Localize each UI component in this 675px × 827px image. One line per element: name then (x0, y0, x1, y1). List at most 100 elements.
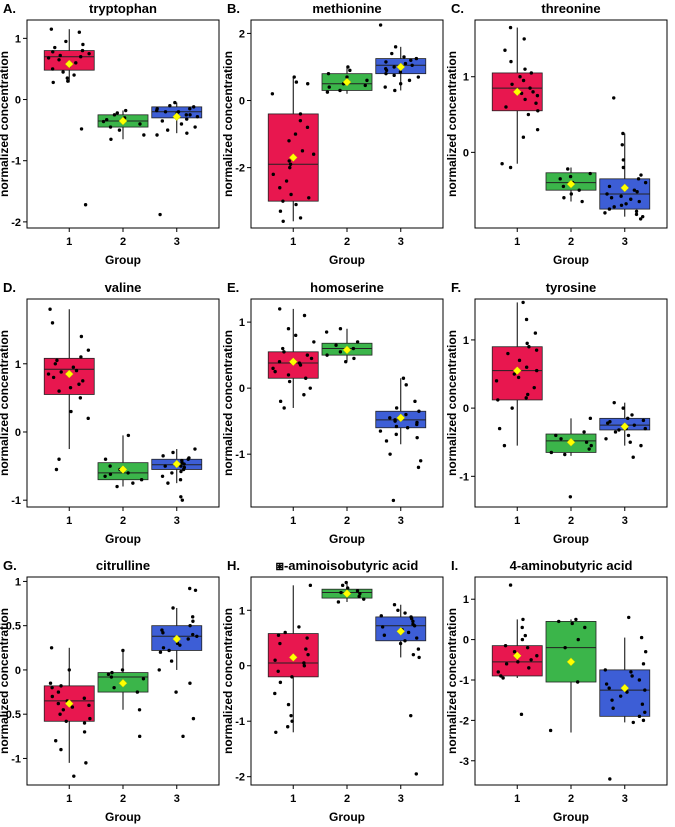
y-tick-label: -2 (11, 217, 21, 229)
data-point (643, 688, 647, 692)
data-point (48, 307, 52, 311)
data-point (339, 590, 343, 595)
data-point (631, 455, 635, 459)
x-tick-label: 2 (344, 236, 350, 248)
data-point (635, 189, 639, 194)
y-tick-label: -1 (459, 675, 469, 687)
data-point (161, 454, 165, 458)
data-point (286, 373, 291, 377)
data-point (641, 418, 646, 423)
x-axis-label: Group (553, 253, 589, 267)
mean-marker (342, 589, 352, 598)
data-point (415, 422, 419, 427)
panel-letter: B. (227, 1, 240, 16)
data-point (188, 113, 192, 117)
panel-letter: C. (451, 1, 464, 16)
data-point (409, 58, 413, 62)
data-point (574, 617, 578, 622)
data-point (344, 360, 348, 364)
data-point (504, 662, 509, 666)
data-point (521, 135, 526, 139)
data-point (520, 637, 525, 642)
data-point (179, 122, 184, 126)
x-tick-label: 1 (66, 236, 72, 248)
data-point (629, 670, 633, 674)
data-point (503, 643, 508, 648)
data-point (529, 658, 533, 662)
y-tick-label: -2 (459, 715, 469, 727)
data-point (308, 583, 313, 588)
data-point (405, 426, 410, 430)
data-point (580, 199, 584, 204)
data-point (415, 435, 419, 440)
data-point (575, 680, 580, 684)
data-point (312, 340, 316, 344)
data-point (563, 645, 567, 650)
y-axis-label: normalized concentration (221, 608, 235, 754)
x-tick-label: 1 (290, 236, 296, 248)
y-tick-label: 0.5 (6, 621, 21, 633)
mean-marker (288, 357, 298, 367)
data-point (195, 114, 200, 119)
data-point (610, 698, 614, 702)
y-tick-label: -2 (235, 163, 245, 175)
data-point (287, 159, 291, 163)
data-point (289, 713, 293, 718)
data-point (621, 406, 625, 410)
data-point (604, 682, 609, 686)
data-point (524, 317, 529, 322)
data-point (535, 93, 540, 98)
data-point (72, 774, 76, 778)
panel-letter: A. (3, 1, 16, 16)
x-tick-label: 2 (120, 793, 126, 805)
plot-frame (474, 298, 668, 508)
data-point (270, 92, 275, 96)
data-point (394, 432, 398, 437)
data-point (636, 177, 641, 181)
data-point (173, 100, 177, 105)
data-point (358, 591, 362, 596)
data-point (403, 639, 407, 643)
data-point (414, 56, 419, 61)
y-tick-label: 1 (15, 359, 21, 371)
data-point (117, 128, 122, 132)
data-point (283, 630, 287, 635)
data-point (155, 108, 159, 113)
data-point (106, 672, 111, 677)
data-point (69, 409, 73, 414)
data-point (327, 85, 331, 89)
data-point (348, 68, 352, 73)
data-point (305, 636, 309, 640)
data-point (51, 80, 55, 85)
data-point (282, 350, 286, 354)
panel-title: threonine (541, 1, 600, 16)
data-point (384, 68, 389, 73)
data-point (583, 625, 587, 630)
data-point (626, 433, 631, 438)
data-point (416, 647, 421, 651)
data-point (51, 50, 55, 54)
data-point (388, 452, 392, 456)
data-point (634, 212, 639, 217)
data-point (326, 71, 331, 76)
data-point (110, 670, 114, 675)
data-point (629, 197, 633, 201)
data-point (637, 678, 642, 682)
data-point (190, 615, 195, 619)
data-point (608, 777, 612, 781)
data-point (525, 341, 529, 346)
data-point (278, 186, 282, 190)
data-point (302, 313, 307, 318)
data-point (292, 75, 296, 79)
data-point (345, 586, 350, 590)
data-point (306, 652, 310, 657)
data-point (67, 668, 71, 672)
data-point (410, 63, 414, 67)
chart-panel-tryptophan: A. tryptophan 1 0 -1 -2 normalized concentrati… (0, 1, 220, 267)
data-point (305, 125, 310, 130)
data-point (418, 459, 423, 463)
data-point (527, 345, 531, 349)
y-tick-label: -0.5 (2, 709, 21, 721)
data-point (103, 474, 107, 479)
